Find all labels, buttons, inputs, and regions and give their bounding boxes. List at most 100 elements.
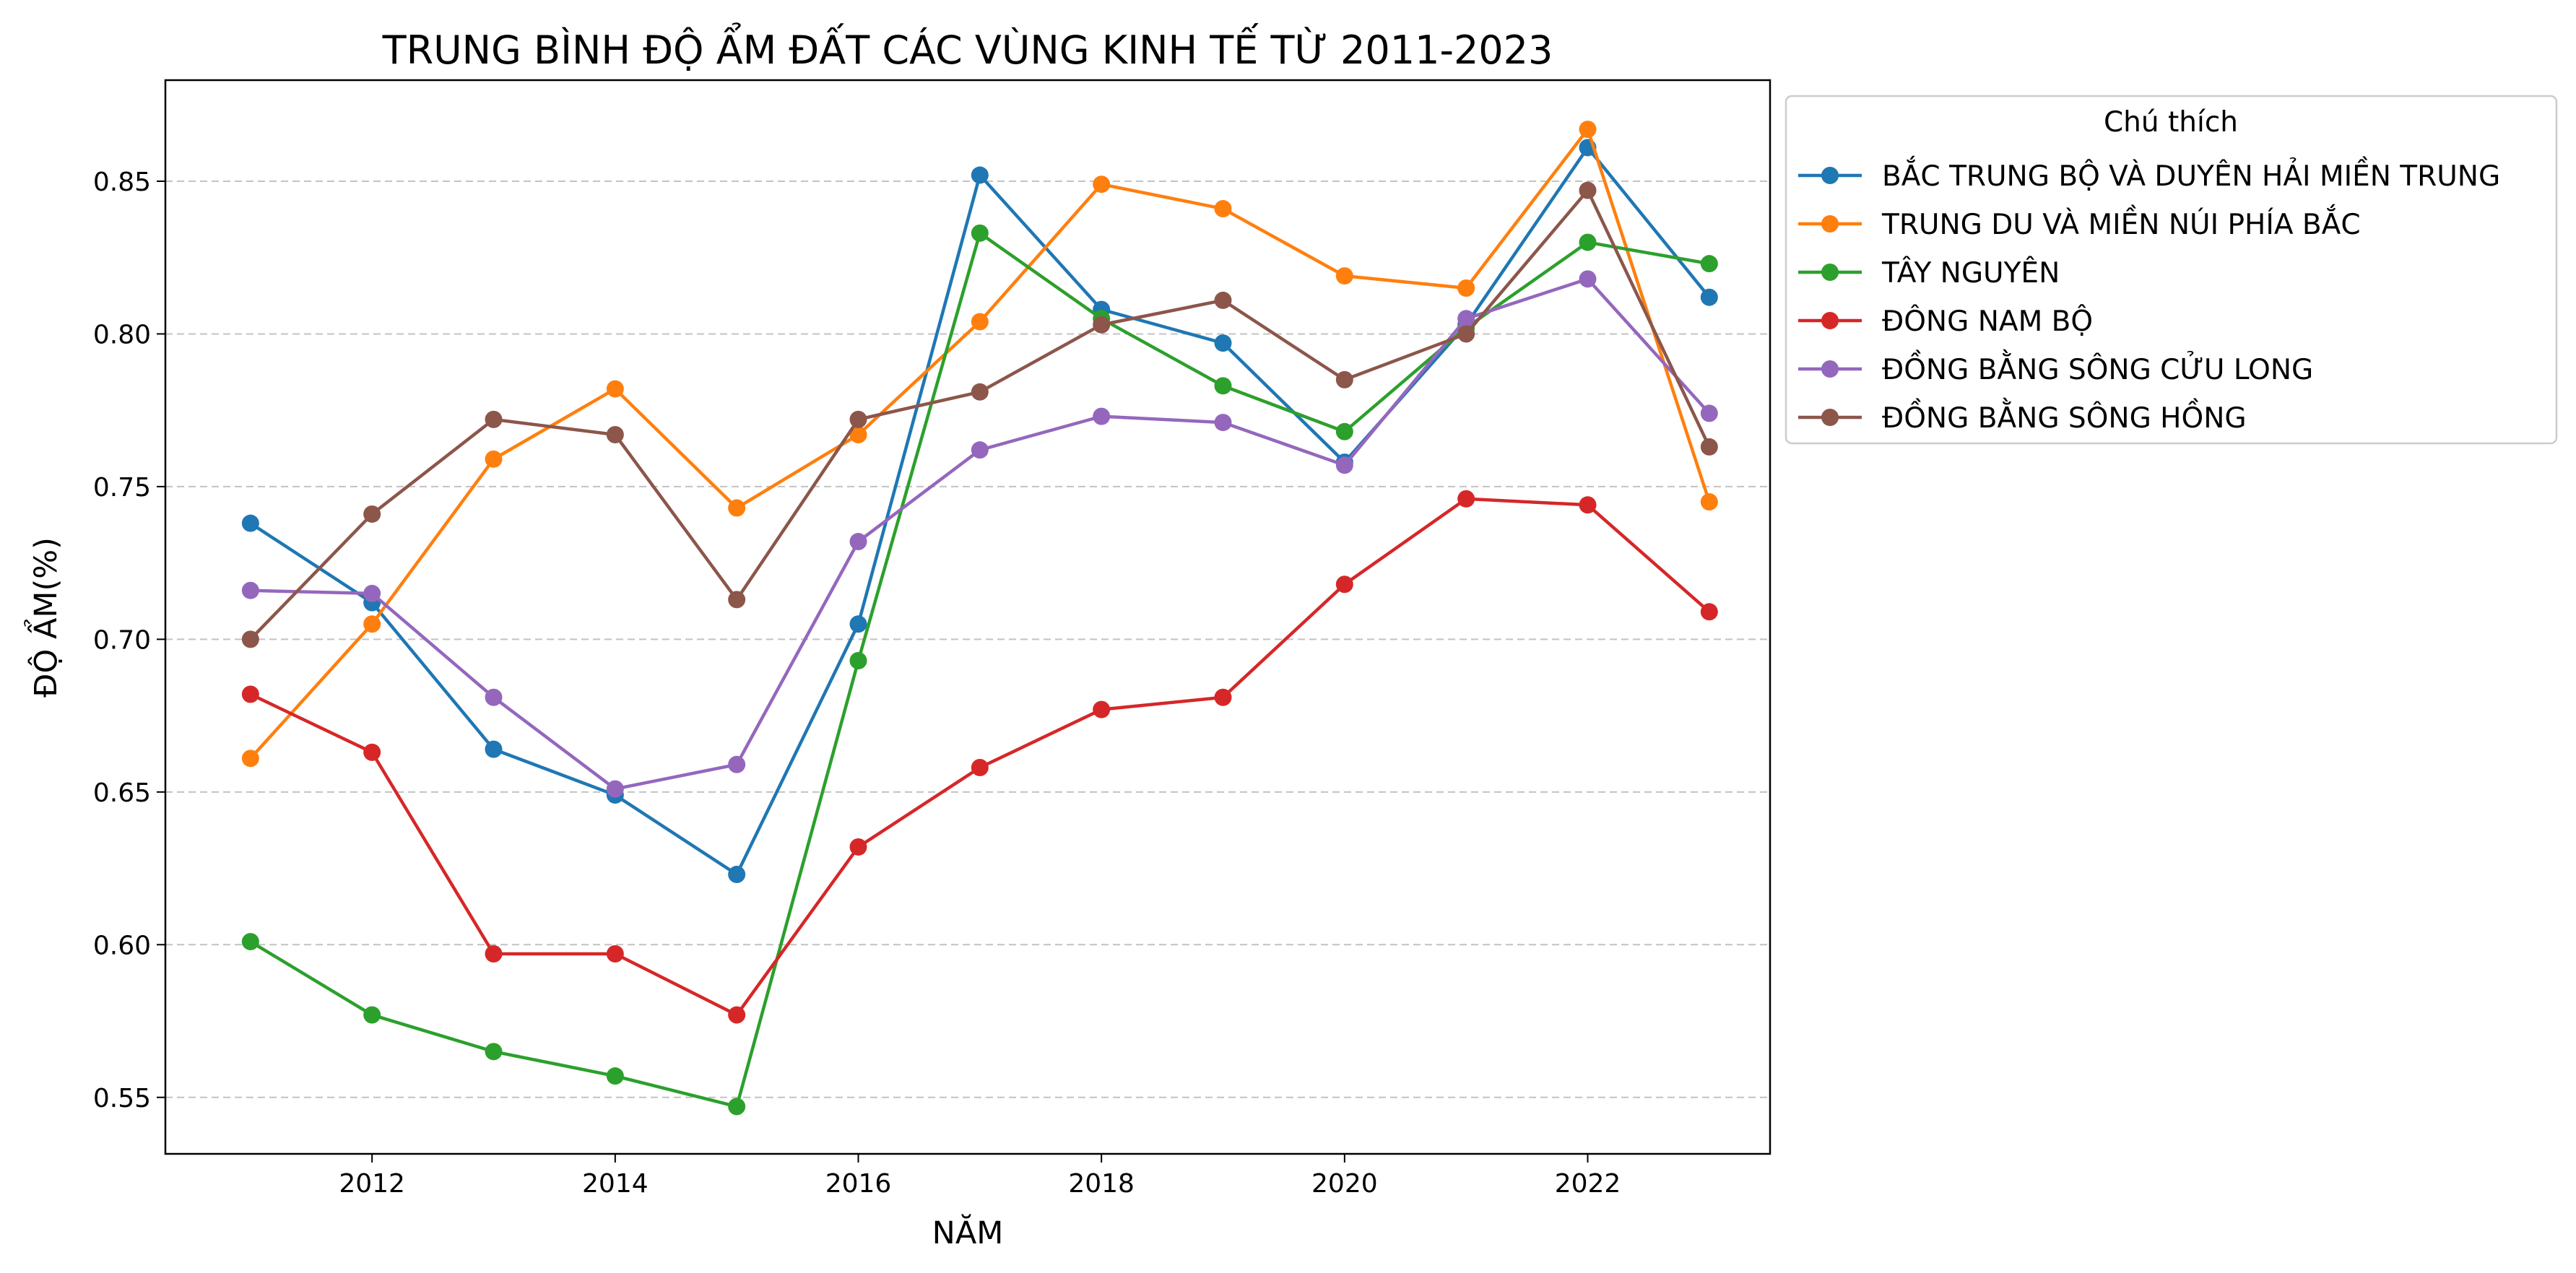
- data-point: [241, 581, 259, 599]
- series: [241, 121, 1718, 768]
- data-point: [849, 426, 867, 444]
- legend: Chú thích BẮC TRUNG BỘ VÀ DUYÊN HẢI MIỀN…: [1784, 95, 2558, 445]
- data-point: [1214, 377, 1232, 395]
- legend-item: ĐÔNG NAM BỘ: [1798, 304, 2093, 338]
- data-point: [1214, 414, 1232, 432]
- data-point: [1579, 496, 1597, 514]
- data-point: [971, 166, 989, 184]
- legend-label: ĐÔNG NAM BỘ: [1882, 304, 2093, 338]
- legend-item: ĐỒNG BẰNG SÔNG HỒNG: [1798, 398, 2247, 435]
- data-point: [1093, 175, 1111, 194]
- data-point: [1579, 233, 1597, 251]
- legend-swatch-marker: [1821, 360, 1839, 378]
- x-axis-label: NĂM: [932, 1214, 1004, 1251]
- data-point: [1335, 267, 1353, 285]
- data-point: [971, 759, 989, 777]
- data-point: [1700, 255, 1718, 273]
- legend-label: ĐỒNG BẰNG SÔNG HỒNG: [1882, 398, 2247, 435]
- legend-box: [1784, 95, 2558, 445]
- data-point: [485, 740, 503, 758]
- data-point: [606, 944, 624, 963]
- data-point: [241, 933, 259, 951]
- data-point: [971, 313, 989, 331]
- data-point: [1214, 688, 1232, 706]
- series: [241, 181, 1718, 648]
- data-point: [1214, 291, 1232, 309]
- x-tick-label: 2014: [582, 1169, 649, 1199]
- y-tick-label: 0.75: [93, 473, 151, 503]
- series-group: [241, 121, 1718, 1116]
- data-point: [485, 450, 503, 468]
- y-tick-label: 0.80: [93, 320, 151, 349]
- series: [241, 270, 1718, 798]
- data-point: [1335, 575, 1353, 594]
- legend-swatch-marker: [1821, 167, 1839, 184]
- data-point: [1579, 270, 1597, 288]
- y-tick-label: 0.85: [93, 168, 151, 197]
- legend-title: Chú thích: [2104, 106, 2238, 139]
- legend-item: ĐỒNG BẰNG SÔNG CỬU LONG: [1798, 349, 2313, 386]
- data-point: [1457, 325, 1475, 343]
- data-point: [728, 591, 746, 609]
- legend-label: ĐỒNG BẰNG SÔNG CỬU LONG: [1882, 349, 2313, 386]
- chart-title: TRUNG BÌNH ĐỘ ẨM ĐẤT CÁC VÙNG KINH TẾ TỪ…: [382, 23, 1553, 73]
- y-tick-label: 0.65: [93, 778, 151, 808]
- data-point: [1700, 438, 1718, 456]
- data-point: [485, 410, 503, 428]
- legend-label: TRUNG DU VÀ MIỀN NÚI PHÍA BẮC: [1881, 204, 2361, 241]
- data-point: [849, 410, 867, 428]
- data-point: [363, 584, 381, 602]
- y-axis: 0.55 0.60 0.65 0.70 0.75 0.80 0.85: [93, 168, 165, 1113]
- legend-item: BẮC TRUNG BỘ VÀ DUYÊN HẢI MIỀN TRUNG: [1798, 156, 2500, 193]
- data-point: [971, 383, 989, 401]
- legend-item: TÂY NGUYÊN: [1798, 256, 2060, 290]
- data-point: [1335, 422, 1353, 440]
- legend-items: BẮC TRUNG BỘ VÀ DUYÊN HẢI MIỀN TRUNG TRUN…: [1798, 156, 2500, 435]
- data-point: [728, 1006, 746, 1024]
- data-point: [1093, 700, 1111, 718]
- data-point: [971, 441, 989, 459]
- data-point: [1093, 407, 1111, 425]
- legend-swatch-marker: [1821, 264, 1839, 281]
- data-point: [363, 615, 381, 633]
- data-point: [728, 499, 746, 517]
- data-point: [485, 944, 503, 963]
- data-point: [606, 780, 624, 798]
- series: [241, 490, 1718, 1024]
- data-point: [971, 224, 989, 242]
- data-point: [1093, 316, 1111, 334]
- data-point: [1700, 404, 1718, 422]
- data-point: [241, 685, 259, 703]
- data-point: [849, 533, 867, 551]
- legend-item: TRUNG DU VÀ MIỀN NÚI PHÍA BẮC: [1798, 204, 2361, 241]
- data-point: [606, 426, 624, 444]
- legend-swatch-marker: [1821, 215, 1839, 233]
- data-point: [849, 615, 867, 633]
- data-point: [728, 755, 746, 773]
- data-point: [606, 1067, 624, 1085]
- y-tick-label: 0.70: [93, 625, 151, 655]
- data-point: [1700, 603, 1718, 621]
- data-point: [849, 651, 867, 669]
- data-point: [1214, 200, 1232, 218]
- data-point: [1335, 370, 1353, 388]
- legend-label: BẮC TRUNG BỘ VÀ DUYÊN HẢI MIỀN TRUNG: [1882, 156, 2500, 193]
- data-point: [241, 630, 259, 648]
- data-point: [1579, 181, 1597, 199]
- x-tick-label: 2016: [825, 1169, 892, 1199]
- legend-swatch-marker: [1821, 409, 1839, 426]
- data-point: [363, 505, 381, 523]
- data-point: [1700, 288, 1718, 306]
- y-tick-label: 0.55: [93, 1084, 151, 1113]
- data-point: [1457, 279, 1475, 297]
- x-tick-label: 2012: [339, 1169, 405, 1199]
- data-point: [1457, 490, 1475, 508]
- data-point: [849, 838, 867, 856]
- legend-swatch-marker: [1821, 312, 1839, 329]
- data-point: [728, 1098, 746, 1116]
- data-point: [241, 750, 259, 768]
- data-point: [1335, 456, 1353, 474]
- y-axis-label: ĐỘ ẨM(%): [24, 537, 64, 698]
- grid-lines: [165, 180, 1770, 1098]
